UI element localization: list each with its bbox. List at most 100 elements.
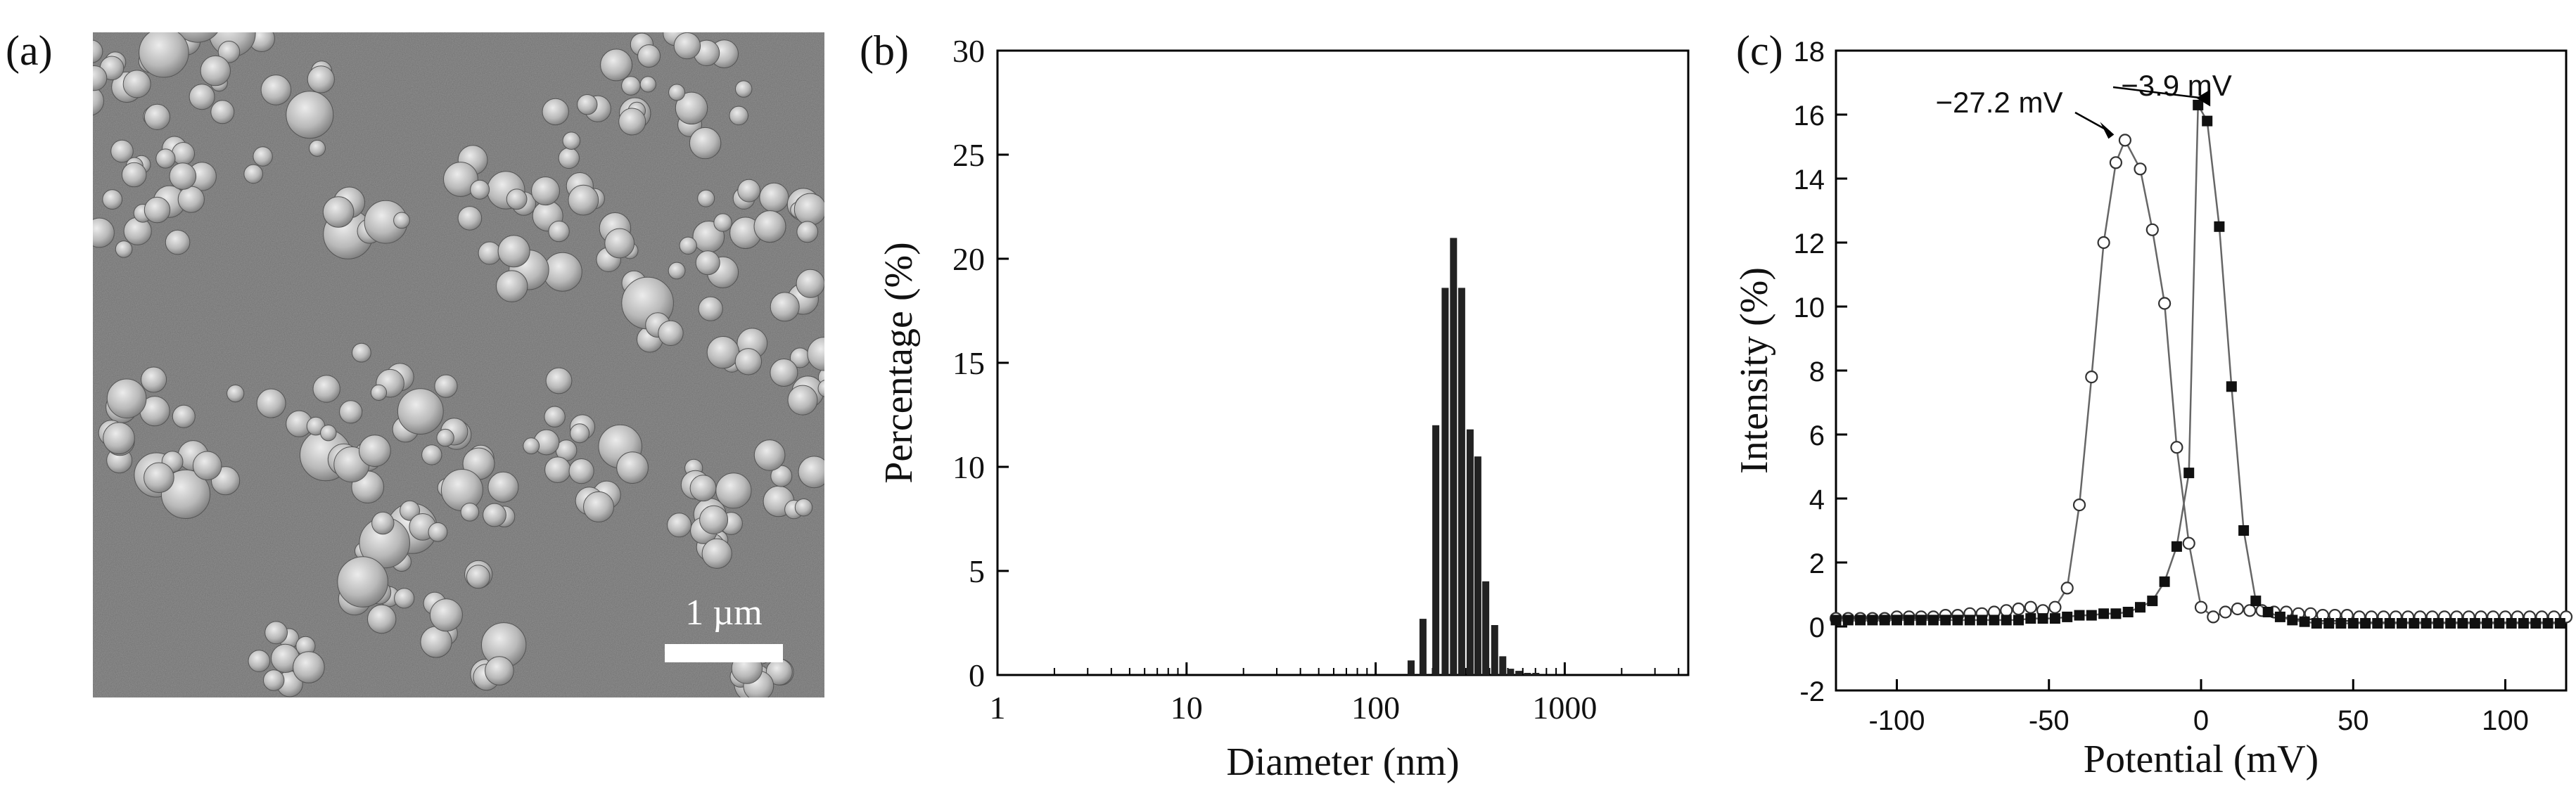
series-line-2 (1836, 101, 2561, 624)
annotation-label-2: −3.9 mV (2121, 69, 2232, 102)
data-point-filled-square (2506, 618, 2517, 629)
data-point-filled-square (2250, 596, 2262, 607)
panel-label-a: (a) (6, 27, 53, 74)
sem-particle (189, 84, 215, 110)
data-point-open-circle (2170, 441, 2183, 454)
y-tick-label-b: 15 (952, 345, 985, 381)
sem-particle (393, 212, 410, 229)
y-tick-label-c: 18 (1794, 37, 1825, 67)
sem-particle (263, 669, 285, 691)
sem-particle (200, 55, 231, 86)
sem-particle (770, 359, 798, 387)
data-point-open-circle (2072, 498, 2086, 512)
sem-particle (621, 76, 641, 96)
x-tick-label-c: -100 (1868, 705, 1925, 736)
sem-particle (701, 538, 732, 569)
sem-particle (155, 148, 176, 169)
data-point-filled-square (2159, 576, 2170, 587)
data-point-filled-square (2384, 618, 2395, 629)
data-point-filled-square (2421, 618, 2432, 629)
data-point-open-circle (2145, 223, 2159, 236)
data-point-filled-square (2335, 618, 2347, 629)
sem-particle (466, 565, 490, 589)
data-point-filled-square (1952, 615, 1963, 626)
sem-particle (794, 499, 813, 517)
data-point-open-circle (2207, 610, 2220, 624)
y-tick-label-c: 4 (1809, 484, 1825, 515)
data-point-filled-square (2274, 611, 2285, 622)
annotation-label-1: −27.2 mV (1936, 86, 2063, 119)
sem-particle (618, 108, 646, 136)
data-point-filled-square (1855, 615, 1866, 626)
data-point-filled-square (1904, 615, 1915, 626)
sem-particle (144, 196, 171, 224)
sem-particle (457, 206, 483, 231)
sem-particle (169, 162, 197, 190)
sem-particle (159, 5, 185, 31)
sem-particle (487, 471, 519, 503)
sem-particle (371, 511, 395, 535)
sem-particle (796, 221, 819, 243)
data-point-filled-square (1977, 615, 1988, 626)
sem-particle (770, 292, 800, 322)
data-point-filled-square (2202, 115, 2213, 127)
data-point-filled-square (2062, 611, 2073, 622)
sem-particle (110, 139, 134, 163)
sem-particle (217, 41, 241, 63)
x-axis-label-b: Diameter (nm) (1226, 740, 1459, 784)
sem-particle (144, 462, 174, 494)
sem-particle (542, 252, 582, 292)
data-point-filled-square (2360, 618, 2371, 629)
bar (1491, 625, 1498, 675)
data-point-filled-square (2214, 221, 2225, 232)
data-point-filled-square (2171, 541, 2182, 552)
sem-particle (562, 131, 581, 150)
data-point-filled-square (2262, 607, 2274, 617)
y-axis-label-b: Percentage (%) (877, 242, 921, 484)
x-tick-label-c: 50 (2338, 705, 2369, 736)
data-point-filled-square (1940, 615, 1951, 626)
sem-particle (616, 451, 649, 484)
sem-particle (737, 179, 761, 202)
x-tick-label-c: 100 (2482, 705, 2529, 736)
sem-particle (121, 162, 147, 188)
y-tick-label-b: 30 (952, 33, 985, 69)
sem-particle (637, 44, 661, 68)
y-tick-label-c: 8 (1809, 356, 1825, 387)
data-point-filled-square (2323, 618, 2335, 629)
sem-particle (506, 188, 528, 210)
sem-particle (544, 456, 571, 484)
sem-particle (545, 367, 573, 394)
sem-particle (675, 91, 708, 125)
bar (1466, 429, 1474, 675)
data-point-filled-square (1927, 615, 1939, 626)
sem-particle (286, 91, 334, 139)
sem-particle (734, 348, 763, 375)
sem-particle (583, 491, 614, 522)
chart-c-zeta-potential: -2 0 2 4 6 8 10 12 14 16 18 -100 -50 0 50 100 −27.2 mV −3… (1733, 37, 2573, 781)
data-point-filled-square (2110, 608, 2122, 619)
data-point-filled-square (2347, 618, 2359, 629)
data-point-open-circle (2118, 134, 2131, 147)
sem-particle (192, 451, 222, 481)
bar (1419, 619, 1427, 675)
sem-particles (93, 1, 824, 697)
sem-particle (798, 456, 824, 489)
y-tick-label-b: 20 (952, 241, 985, 277)
x-tick-label-b: 1000 (1532, 690, 1597, 726)
sem-particle (177, 32, 218, 43)
bar (1441, 288, 1449, 675)
data-point-filled-square (2086, 610, 2097, 621)
sem-particle (715, 472, 752, 509)
bar (1474, 456, 1481, 675)
sem-particle (817, 380, 824, 397)
sem-particle (243, 1, 273, 32)
sem-particle (359, 435, 391, 467)
sem-particle (673, 32, 701, 60)
sem-particle (106, 378, 147, 419)
data-point-filled-square (2074, 610, 2085, 621)
data-point-filled-square (2098, 608, 2110, 619)
data-point-filled-square (1989, 615, 2000, 626)
sem-particle (440, 469, 483, 511)
sem-particle (793, 193, 824, 226)
